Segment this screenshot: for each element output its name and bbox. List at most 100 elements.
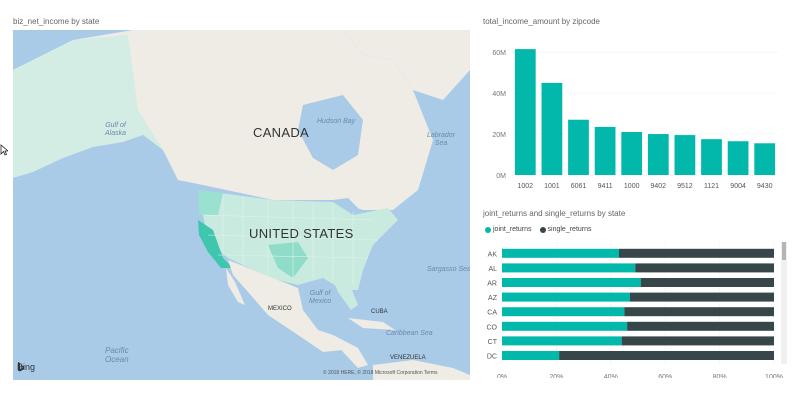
bar-x-tick-label: 1001 — [544, 183, 560, 190]
canada-label: CANADA — [253, 125, 309, 140]
legend-item-joint[interactable]: joint_returns — [485, 226, 532, 233]
legend-dot-single — [539, 226, 546, 233]
great-lakes-water — [333, 198, 358, 215]
hudson-bay-label: Hudson Bay — [317, 118, 356, 125]
bar-1001[interactable] — [541, 82, 563, 175]
venezuela-label: VENEZUELA — [390, 355, 426, 361]
bar-9430[interactable] — [754, 143, 776, 175]
bar-x-tick-label: 6061 — [571, 183, 587, 190]
stack-bar-single_returns-AL[interactable] — [635, 263, 774, 273]
bar-9411[interactable] — [594, 126, 616, 175]
bing-icon — [18, 362, 24, 372]
bar-9004[interactable] — [727, 141, 749, 175]
map-title: biz_net_income by state — [13, 17, 100, 26]
stacked-chart-scroll-thumb[interactable] — [782, 242, 786, 260]
mexico-label: MEXICO — [268, 306, 292, 312]
bing-label: Bing — [17, 362, 36, 372]
bar-x-tick-label: 1002 — [518, 183, 534, 190]
stack-bar-single_returns-AK[interactable] — [618, 248, 774, 258]
stack-bar-joint_returns-AR[interactable] — [502, 278, 641, 287]
state-borders — [202, 195, 379, 285]
bar-6061[interactable] — [568, 119, 589, 175]
stack-x-tick-label: 80% — [713, 374, 727, 378]
stack-y-tick-label: DC — [487, 354, 497, 361]
bar-x-tick-label: 9430 — [757, 183, 773, 190]
stacked-chart-scrollbar[interactable] — [781, 242, 787, 364]
caribbean-sea-label: Caribbean Sea — [386, 330, 433, 337]
bar-9512[interactable] — [674, 135, 696, 175]
bar-x-tick-label: 9512 — [677, 183, 693, 190]
stack-y-tick-label: AL — [488, 266, 497, 273]
stack-bar-joint_returns-CT[interactable] — [502, 336, 622, 346]
stack-y-tick-label: CA — [487, 310, 497, 317]
south-america-land — [373, 360, 470, 380]
bing-logo[interactable]: Bing — [17, 362, 35, 372]
hudson-bay-water — [298, 95, 363, 170]
gulf-of-mexico-label: Gulf of Mexico — [309, 290, 332, 305]
bar-chart-title: total_income_amount by zipcode — [483, 17, 600, 26]
stack-bar-joint_returns-AZ[interactable] — [502, 292, 630, 302]
sargasso-sea-label: Sargasso Sea — [427, 266, 470, 273]
stack-bar-joint_returns-CA[interactable] — [502, 307, 625, 317]
pacific-ocean-label: Pacific Ocean — [105, 346, 129, 364]
legend-label-single: single_returns — [547, 226, 592, 233]
stack-bar-single_returns-DC[interactable] — [559, 351, 774, 360]
stack-bar-single_returns-CA[interactable] — [624, 307, 774, 317]
united-states-label: UNITED STATES — [249, 226, 354, 241]
stacked-chart-title: joint_returns and single_returns by stat… — [483, 209, 626, 218]
stack-y-tick-label: CO — [487, 324, 498, 331]
pacific-northwest-states[interactable] — [198, 190, 223, 215]
stack-y-tick-label: AR — [487, 281, 497, 288]
mouse-cursor-icon — [0, 144, 8, 156]
bar-9402[interactable] — [647, 134, 669, 175]
legend-dot-joint — [485, 226, 491, 233]
bar-x-tick-label: 1121 — [704, 183, 719, 190]
mexico-land — [228, 260, 343, 352]
bar-y-tick-label: 60M — [492, 50, 506, 57]
stack-bar-joint_returns-CO[interactable] — [502, 321, 628, 331]
california-state[interactable] — [198, 220, 233, 268]
bar-y-tick-label: 20M — [492, 132, 506, 139]
florida-state[interactable] — [333, 280, 358, 310]
map-visual[interactable]: CANADA UNITED STATES MEXICO CUBA VENEZUE… — [13, 30, 470, 380]
baja-land — [226, 268, 245, 305]
stack-y-tick-label: CT — [488, 339, 498, 346]
bar-x-tick-label: 9402 — [651, 183, 667, 190]
cuba-land — [348, 318, 395, 330]
bar-1002[interactable] — [514, 49, 536, 175]
bar-x-tick-label: 9411 — [598, 183, 613, 190]
central-america-land — [333, 335, 368, 368]
bar-y-tick-label: 40M — [492, 91, 506, 98]
stack-bar-single_returns-CO[interactable] — [627, 321, 774, 331]
bar-chart[interactable]: 0M 20M 40M 60M 1002 1001 6061 9411 1000 9402 9512 1… — [478, 40, 783, 200]
stack-x-tick-label: 100% — [765, 374, 783, 378]
stack-y-tick-label: AZ — [488, 295, 498, 302]
stack-bar-single_returns-CT[interactable] — [621, 336, 774, 346]
bar-x-tick-label: 9004 — [730, 183, 746, 190]
stack-bar-joint_returns-AL[interactable] — [502, 263, 636, 273]
map-attribution[interactable]: © 2018 HERE, © 2018 Microsoft Corporatio… — [323, 370, 438, 376]
stack-bar-single_returns-AR[interactable] — [640, 278, 774, 287]
cuba-label: CUBA — [371, 309, 388, 315]
greenland-land — [343, 30, 470, 100]
stack-x-tick-label: 20% — [549, 374, 563, 378]
bar-x-tick-label: 1000 — [624, 183, 640, 190]
gulf-of-alaska-label: Gulf of Alaska — [105, 122, 127, 137]
stack-y-tick-label: AK — [488, 251, 498, 258]
stack-bar-single_returns-AZ[interactable] — [629, 292, 774, 302]
alaska-state[interactable] — [13, 35, 163, 178]
legend-item-single[interactable]: single_returns — [539, 226, 592, 233]
labrador-sea-label: Labrador Sea — [427, 132, 456, 147]
stacked-bar-chart[interactable]: 0% 20% 40% 60% 80% 100% AK AL AR AZ CA CO CT DC — [478, 218, 783, 378]
stack-x-tick-label: 60% — [658, 374, 672, 378]
texas-state[interactable] — [268, 242, 308, 278]
map-canvas — [13, 30, 470, 380]
legend-label-joint: joint_returns — [493, 226, 532, 233]
bar-1121[interactable] — [701, 139, 722, 175]
united-states-land[interactable] — [198, 190, 398, 290]
stack-x-tick-label: 40% — [604, 374, 618, 378]
bar-1000[interactable] — [621, 132, 643, 175]
stack-bar-joint_returns-AK[interactable] — [502, 248, 619, 258]
stack-bar-joint_returns-DC[interactable] — [502, 351, 560, 360]
stacked-chart-legend: joint_returns single_returns — [485, 226, 592, 233]
